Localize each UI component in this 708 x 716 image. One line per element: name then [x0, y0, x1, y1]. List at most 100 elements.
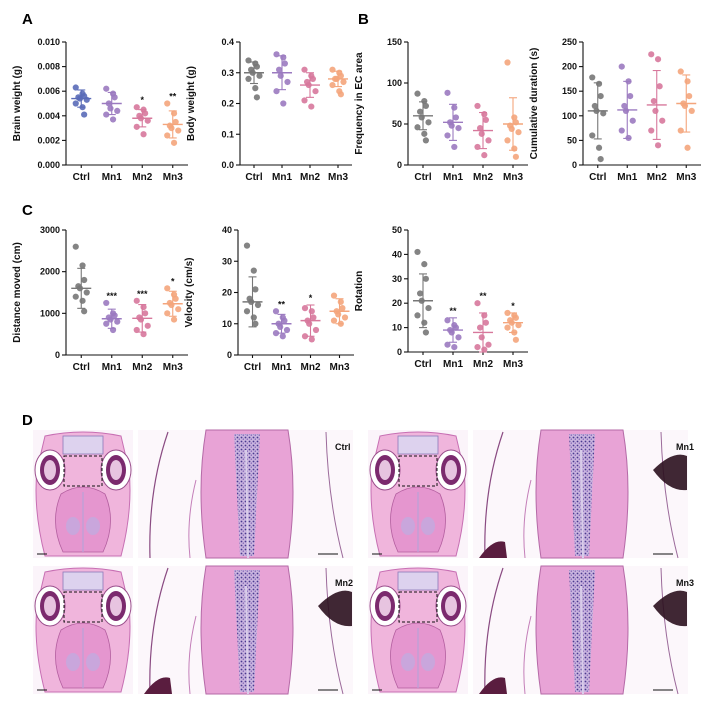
data-point — [172, 118, 179, 126]
data-point — [444, 341, 451, 348]
data-point — [417, 290, 424, 297]
y-tick-label: 1000 — [40, 308, 60, 318]
eye-lens — [110, 460, 122, 480]
data-point — [622, 107, 630, 114]
data-point — [421, 130, 428, 137]
eye-lens — [445, 596, 457, 616]
data-point — [448, 122, 455, 129]
y-tick-label: 20 — [392, 298, 402, 308]
data-point — [627, 93, 634, 100]
y-tick-label: 250 — [562, 37, 577, 47]
data-point — [309, 75, 316, 82]
data-point — [329, 81, 336, 89]
data-point — [168, 125, 175, 132]
data-point — [272, 308, 280, 315]
data-point — [444, 89, 451, 96]
data-point — [597, 155, 604, 163]
y-tick-label: 100 — [562, 111, 577, 121]
x-tick-label: Mn3 — [328, 172, 348, 183]
data-point — [417, 108, 424, 115]
data-point — [81, 111, 88, 118]
data-point — [656, 83, 663, 90]
y-tick-label: 20 — [222, 288, 232, 298]
histology-label: Mn3 — [676, 578, 694, 588]
data-point — [595, 80, 603, 87]
data-point — [83, 289, 90, 296]
data-point — [414, 90, 421, 97]
data-point — [252, 85, 259, 92]
data-point — [164, 310, 171, 317]
panel-letter-c: C — [22, 202, 33, 219]
chart-distance: 0 1000 2000 3000 Distance moved (cm) Ctrl Mn1 M… — [12, 225, 188, 373]
x-tick-label: Mn1 — [272, 172, 292, 183]
data-point — [477, 324, 484, 331]
data-point — [422, 102, 429, 110]
data-point — [243, 242, 251, 249]
data-point — [283, 326, 291, 334]
x-tick-label: Mn1 — [443, 172, 463, 183]
x-tick-label: Mn2 — [473, 359, 493, 370]
zoom-region-box — [63, 591, 103, 623]
dark-pigment — [479, 541, 507, 558]
data-point — [330, 317, 338, 324]
data-point — [243, 308, 251, 315]
data-point — [280, 100, 287, 107]
data-point — [650, 97, 657, 105]
data-point — [591, 102, 598, 110]
data-point — [481, 152, 488, 159]
data-point — [452, 114, 459, 121]
significance-star: * — [309, 293, 313, 303]
data-point — [652, 107, 659, 114]
x-tick-label: Mn3 — [163, 172, 183, 183]
x-tick-label: Mn3 — [330, 362, 350, 373]
y-tick-label: 0.2 — [221, 99, 234, 109]
significance-star: ** — [479, 291, 487, 301]
data-point — [170, 139, 178, 146]
x-tick-label: Mn2 — [300, 172, 320, 183]
significance-star: ** — [449, 306, 457, 316]
eye-lens — [379, 596, 391, 616]
y-tick-label: 40 — [222, 225, 232, 235]
y-axis-label: Frequency in EC area — [354, 52, 365, 155]
y-axis-label: Cumulative duration (s) — [529, 48, 540, 160]
membrane-left — [484, 431, 504, 559]
data-point — [301, 66, 308, 73]
data-point — [277, 72, 284, 79]
significance-star: ** — [169, 92, 177, 102]
y-axis-label: Body weight (g) — [186, 66, 197, 141]
eye-lens — [44, 596, 56, 616]
x-tick-label: Mn3 — [676, 172, 696, 183]
x-tick-label: Mn1 — [617, 172, 637, 183]
data-point — [444, 132, 451, 139]
y-tick-label: 0 — [572, 160, 577, 170]
data-point — [252, 286, 259, 293]
data-point — [451, 104, 458, 111]
data-point — [170, 316, 178, 323]
data-point — [474, 300, 481, 307]
y-axis-label: Distance moved (cm) — [12, 242, 23, 343]
data-point — [504, 137, 511, 144]
y-tick-label: 150 — [387, 37, 402, 47]
data-point — [422, 137, 429, 144]
nasal-structure — [62, 571, 104, 591]
x-tick-label: Mn1 — [272, 362, 292, 373]
significance-star: * — [511, 301, 515, 311]
data-point — [273, 51, 280, 58]
y-tick-label: 0.008 — [37, 62, 60, 72]
data-point — [245, 75, 252, 82]
x-tick-label: Mn3 — [503, 172, 523, 183]
histology-ctrl: Ctrl — [33, 429, 353, 559]
histology-mn1: Mn1 — [368, 429, 694, 559]
data-point — [595, 144, 603, 151]
dark-pigment — [144, 677, 172, 694]
data-point — [250, 267, 257, 274]
data-point — [133, 123, 140, 130]
fibrous-strand — [188, 615, 197, 695]
x-tick-label: Mn2 — [647, 172, 667, 183]
chart-freq: 0 50 100 150 Frequency in EC area Ctrl Mn1 Mn2 M… — [354, 37, 528, 183]
data-point — [504, 59, 511, 66]
chart-cumdur: 0 50 100 150 200 250 Cumulative duration (s) Ct… — [529, 37, 701, 183]
panel-letter-d: D — [22, 412, 33, 429]
data-point — [133, 297, 140, 304]
